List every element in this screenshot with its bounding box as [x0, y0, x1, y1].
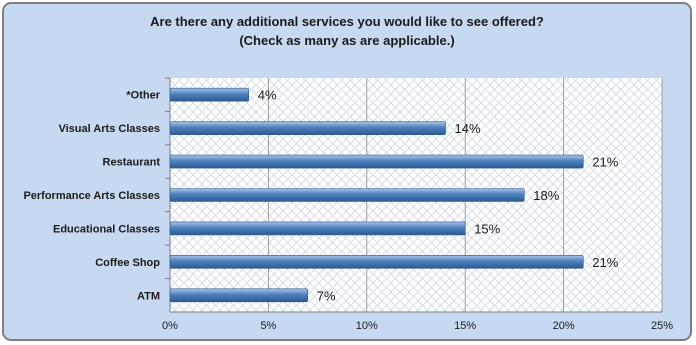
bar-atm: [169, 288, 309, 303]
chart-title-line-2: (Check as many as are applicable.): [239, 33, 455, 48]
bar-chart: 0% 5% 10% 15% 20% 25% *Other 4% Visual Arts Clas…: [23, 77, 673, 332]
category-label-performance-arts-classes: Performance Arts Classes: [23, 190, 160, 202]
x-tick-label-4: 20%: [553, 320, 575, 332]
x-tick-label-5: 25%: [651, 320, 673, 332]
x-tick-label-3: 15%: [454, 320, 476, 332]
chart-title: Are there any additional services you wo…: [4, 12, 690, 50]
value-label-performance-arts-classes: 18%: [533, 188, 559, 203]
value-label-educational-classes: 15%: [474, 221, 500, 236]
bar-performance-arts-classes: [169, 188, 525, 202]
bar-restaurant: [169, 154, 584, 169]
value-label-visual-arts-classes: 14%: [455, 121, 481, 136]
category-label-educational-classes: Educational Classes: [53, 223, 160, 235]
value-label-atm: 7%: [317, 288, 336, 303]
chart-title-line-1: Are there any additional services you wo…: [150, 14, 544, 29]
bar-educational-classes: [169, 221, 466, 236]
category-label-other: *Other: [126, 90, 160, 102]
x-tick-label-1: 5%: [260, 320, 276, 332]
category-label-visual-arts-classes: Visual Arts Classes: [58, 123, 160, 135]
x-tick-label-2: 10%: [356, 320, 378, 332]
value-label-coffee-shop: 21%: [592, 255, 618, 270]
value-label-restaurant: 21%: [592, 155, 618, 170]
x-tick-label-0: 0%: [162, 320, 178, 332]
value-label-other: 4%: [258, 88, 277, 103]
bar-coffee-shop: [169, 255, 584, 269]
category-label-restaurant: Restaurant: [103, 157, 161, 169]
bar-visual-arts-classes: [169, 121, 446, 135]
category-label-atm: ATM: [137, 290, 160, 302]
category-label-coffee-shop: Coffee Shop: [95, 257, 160, 269]
chart-frame: Are there any additional services you wo…: [2, 2, 692, 341]
bar-other: [169, 87, 250, 102]
